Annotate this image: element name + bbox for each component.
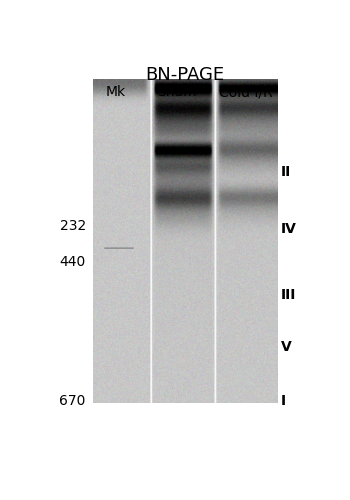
Text: III: III [281,288,296,302]
Text: 670: 670 [60,394,86,407]
Text: BN-PAGE: BN-PAGE [145,66,224,84]
Text: Mk: Mk [106,85,126,99]
Text: II: II [281,164,291,178]
Text: Sham: Sham [157,85,196,99]
Text: Cold I/R: Cold I/R [219,85,273,99]
Text: V: V [281,340,292,354]
Text: 440: 440 [60,255,86,269]
Text: 232: 232 [60,218,86,232]
Text: IV: IV [281,222,297,236]
Text: I: I [281,394,286,407]
